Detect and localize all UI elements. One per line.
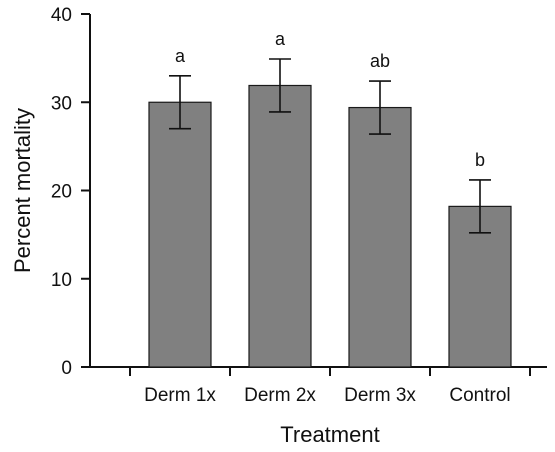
error-bars	[169, 58, 491, 234]
bar	[148, 101, 212, 368]
x-tick-label: Derm 1x	[144, 385, 216, 406]
significance-label: a	[175, 46, 186, 66]
bar	[248, 84, 312, 368]
y-tick-label: 20	[51, 182, 72, 203]
significance-label: ab	[370, 51, 390, 71]
bar	[348, 106, 412, 368]
x-tick-label: Derm 2x	[244, 385, 316, 406]
x-tick-label: Control	[449, 385, 510, 406]
x-tick-label: Derm 3x	[344, 385, 416, 406]
y-axis-title: Percent mortality	[10, 108, 35, 273]
significance-labels: a a ab b	[175, 29, 485, 170]
tick-labels: 0 10 20 30 40 Derm 1x Derm 2x Derm 3x Control	[51, 5, 511, 406]
significance-label: b	[475, 150, 485, 170]
bars	[148, 84, 512, 368]
y-tick-label: 0	[61, 358, 72, 379]
y-tick-label: 10	[51, 270, 72, 291]
x-axis-title: Treatment	[280, 422, 379, 447]
y-tick-label: 40	[51, 5, 72, 26]
y-tick-label: 30	[51, 93, 72, 114]
significance-label: a	[275, 29, 286, 49]
